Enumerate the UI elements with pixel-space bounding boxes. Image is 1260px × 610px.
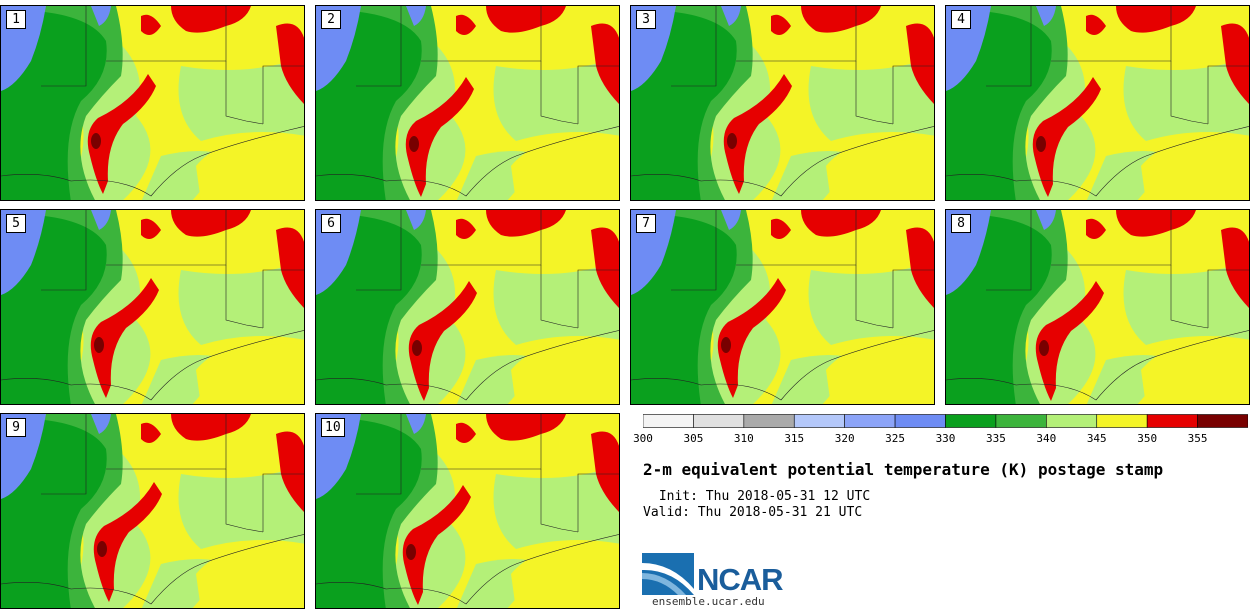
colorbar-bin-1 <box>693 414 745 428</box>
member-number: 7 <box>636 214 656 233</box>
member-number: 1 <box>6 10 26 29</box>
colorbar-tick-label: 345 <box>1086 432 1107 445</box>
colorbar-bin-0 <box>643 414 694 428</box>
colorbar-bin-10 <box>1146 414 1198 428</box>
theta-e-map <box>1 210 304 404</box>
member-panel: 9 <box>0 413 305 609</box>
colorbar-tick-label: 340 <box>1036 432 1057 445</box>
member-panel: 10 <box>315 413 620 609</box>
member-number: 10 <box>321 418 345 437</box>
colorbar-tick-label: 330 <box>935 432 956 445</box>
theta-e-map <box>946 210 1249 404</box>
member-number: 6 <box>321 214 341 233</box>
theta-e-map <box>1 6 304 200</box>
member-number: 3 <box>636 10 656 29</box>
valid-time: Valid: Thu 2018-05-31 21 UTC <box>643 505 863 520</box>
figure-title: 2-m equivalent potential temperature (K)… <box>643 460 1164 479</box>
colorbar-bin-5 <box>894 414 946 428</box>
colorbar-bin-7 <box>995 414 1047 428</box>
colorbar-bin-6 <box>945 414 997 428</box>
colorbar-tick-label: 300 <box>633 432 653 445</box>
colorbar <box>643 414 1248 428</box>
member-panel: 6 <box>315 209 620 405</box>
member-panel: 2 <box>315 5 620 201</box>
site-url: ensemble.ucar.edu <box>652 595 765 608</box>
theta-e-map <box>631 210 934 404</box>
colorbar-bin-2 <box>743 414 795 428</box>
init-time: Init: Thu 2018-05-31 12 UTC <box>651 489 871 504</box>
colorbar-bin-3 <box>793 414 845 428</box>
member-number: 4 <box>951 10 971 29</box>
theta-e-map <box>316 210 619 404</box>
theta-e-map <box>316 6 619 200</box>
colorbar-bin-9 <box>1096 414 1148 428</box>
theta-e-map <box>946 6 1249 200</box>
colorbar-tick-label: 310 <box>733 432 754 445</box>
colorbar-bin-4 <box>844 414 896 428</box>
member-panel: 3 <box>630 5 935 201</box>
member-number: 2 <box>321 10 341 29</box>
member-panel: 7 <box>630 209 935 405</box>
colorbar-tick-label: 305 <box>683 432 704 445</box>
colorbar-tick-label: 315 <box>784 432 805 445</box>
member-number: 9 <box>6 418 26 437</box>
member-number: 5 <box>6 214 26 233</box>
colorbar-tick-label: 320 <box>834 432 855 445</box>
colorbar-tick-label: 325 <box>885 432 906 445</box>
colorbar-tick-label: 335 <box>985 432 1006 445</box>
colorbar-tick-label: 350 <box>1137 432 1158 445</box>
member-panel: 8 <box>945 209 1250 405</box>
member-number: 8 <box>951 214 971 233</box>
colorbar-bin-8 <box>1046 414 1098 428</box>
colorbar-tick-label: 355 <box>1187 432 1208 445</box>
member-panel: 5 <box>0 209 305 405</box>
theta-e-map <box>631 6 934 200</box>
member-panel: 1 <box>0 5 305 201</box>
ncar-logo-icon <box>642 553 694 595</box>
logo-wordmark: NCAR <box>697 562 784 597</box>
member-panel: 4 <box>945 5 1250 201</box>
theta-e-map <box>1 414 304 608</box>
colorbar-bin-11 <box>1197 414 1248 428</box>
theta-e-map <box>316 414 619 608</box>
